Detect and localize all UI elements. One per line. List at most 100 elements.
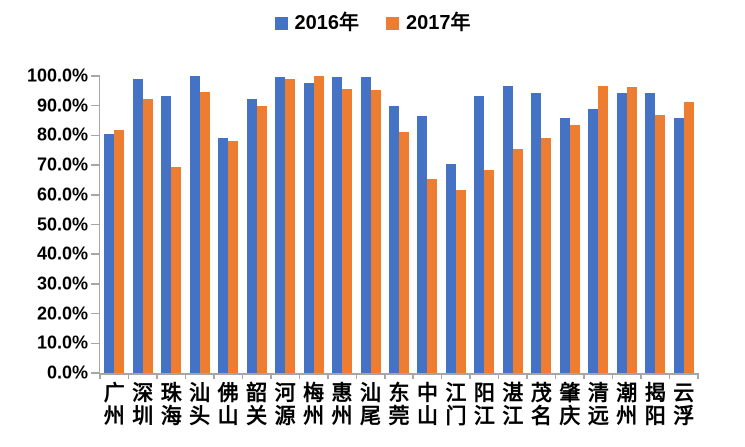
x-category-label: 江门: [445, 382, 467, 428]
bar-2016年-佛山: [218, 137, 229, 373]
bar-2016年-清远: [588, 109, 599, 373]
x-tick-mark: [99, 373, 101, 379]
bar-2017年-潮州: [626, 86, 637, 373]
y-tick-mark: [91, 164, 100, 166]
bar-2016年-河源: [275, 76, 286, 373]
bar-2016年-揭阳: [645, 92, 656, 373]
legend-item-2017: 2017年: [386, 12, 471, 34]
x-tick-mark: [270, 373, 272, 379]
y-tick-label: 90.0%: [36, 95, 88, 116]
x-category-label: 肇庆: [559, 382, 581, 428]
x-category-label: 阳江: [473, 382, 495, 428]
y-tick-mark: [91, 194, 100, 196]
bar-2016年-深圳: [132, 78, 143, 373]
legend-label-2016: 2016年: [294, 12, 360, 34]
x-category-label: 东莞: [388, 382, 410, 428]
bar-2016年-惠州: [332, 76, 343, 373]
y-tick-label: 50.0%: [36, 214, 88, 234]
bar-2017年-佛山: [228, 141, 239, 373]
x-category-label: 清远: [587, 382, 609, 428]
x-tick-mark: [440, 373, 443, 379]
bar-2017年-汕尾: [370, 89, 381, 373]
y-tick-mark: [91, 253, 100, 255]
bar-2017年-阳江: [484, 170, 495, 373]
y-tick-mark: [91, 283, 100, 285]
x-tick-mark: [412, 373, 414, 379]
x-category-label: 中山: [416, 382, 438, 428]
chart-legend: 2016年 2017年: [0, 12, 745, 34]
bar-2016年-阳江: [474, 96, 485, 373]
bar-2017年-肇庆: [569, 125, 580, 373]
bar-2017年-清远: [598, 86, 609, 373]
bar-2016年-梅州: [303, 83, 314, 373]
y-tick-label: 70.0%: [36, 154, 88, 175]
x-tick-mark: [469, 373, 471, 379]
bar-2017年-广州: [114, 130, 125, 373]
x-tick-mark: [668, 373, 671, 379]
bar-2016年-湛江: [502, 86, 513, 373]
bar-2017年-湛江: [512, 149, 523, 373]
bar-2017年-惠州: [342, 89, 353, 373]
x-tick-mark: [526, 373, 528, 379]
bar-2017年-珠海: [171, 166, 182, 373]
bar-2016年-汕头: [189, 76, 200, 373]
y-tick-label: 60.0%: [36, 184, 88, 205]
bar-2016年-韶关: [246, 98, 257, 373]
y-tick-label: 0.0%: [46, 362, 88, 383]
bar-2017年-江门: [455, 190, 466, 373]
x-tick-mark: [583, 373, 585, 379]
legend-swatch-2017: [386, 16, 399, 30]
x-category-label: 湛江: [502, 382, 524, 428]
legend-label-2017: 2017年: [406, 12, 471, 34]
x-tick-mark: [127, 373, 130, 379]
bar-2016年-珠海: [161, 95, 172, 373]
x-category-label: 深圳: [132, 382, 154, 428]
x-tick-mark: [640, 373, 642, 379]
y-axis-line: [98, 76, 100, 375]
x-tick-mark: [697, 373, 699, 379]
legend-item-2016: 2016年: [274, 12, 360, 34]
bar-2016年-广州: [104, 134, 115, 373]
x-category-label: 珠海: [160, 382, 182, 428]
bar-2016年-云浮: [673, 118, 684, 373]
bar-2017年-梅州: [313, 76, 324, 373]
y-tick-label: 40.0%: [36, 243, 88, 264]
bar-2017年-河源: [285, 78, 296, 373]
bar-2017年-中山: [427, 179, 438, 373]
bar-2016年-江门: [445, 163, 456, 373]
y-tick-mark: [91, 223, 100, 226]
y-tick-mark: [91, 104, 100, 107]
bar-2016年-潮州: [616, 92, 627, 373]
x-tick-mark: [184, 373, 187, 379]
x-axis-line: [98, 373, 698, 375]
legend-swatch-2016: [274, 16, 288, 30]
y-tick-mark: [91, 312, 100, 315]
bar-2016年-东莞: [389, 105, 399, 373]
x-tick-mark: [554, 373, 557, 379]
y-tick-label: 10.0%: [36, 332, 88, 353]
x-tick-mark: [497, 373, 500, 379]
bar-2016年-汕尾: [360, 76, 371, 373]
x-category-label: 佛山: [217, 382, 239, 428]
x-category-label: 河源: [274, 382, 296, 428]
y-tick-mark: [91, 342, 100, 345]
x-category-label: 潮州: [616, 382, 638, 428]
x-category-label: 广州: [103, 382, 125, 428]
x-tick-mark: [611, 373, 614, 379]
x-tick-mark: [213, 373, 215, 379]
bar-2017年-揭阳: [655, 114, 666, 373]
x-tick-mark: [355, 373, 358, 379]
x-category-label: 云浮: [673, 382, 695, 428]
x-category-label: 茂名: [530, 382, 552, 428]
y-tick-label: 20.0%: [36, 303, 88, 324]
y-tick-label: 80.0%: [36, 124, 88, 145]
x-tick-mark: [298, 373, 301, 379]
bar-2016年-中山: [417, 115, 428, 373]
x-category-label: 韶关: [246, 382, 268, 428]
x-tick-mark: [327, 373, 329, 379]
bar-2016年-肇庆: [559, 118, 570, 373]
y-tick-label: 30.0%: [36, 273, 88, 294]
x-tick-mark: [384, 373, 386, 379]
x-category-label: 梅州: [303, 382, 325, 428]
